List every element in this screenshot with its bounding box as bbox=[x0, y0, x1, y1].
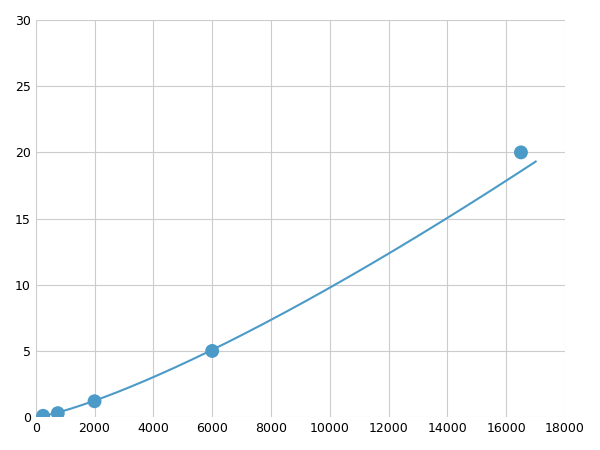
Point bbox=[208, 347, 217, 355]
Point bbox=[90, 398, 100, 405]
Point bbox=[53, 410, 62, 417]
Point bbox=[38, 412, 48, 419]
Point bbox=[516, 149, 526, 156]
